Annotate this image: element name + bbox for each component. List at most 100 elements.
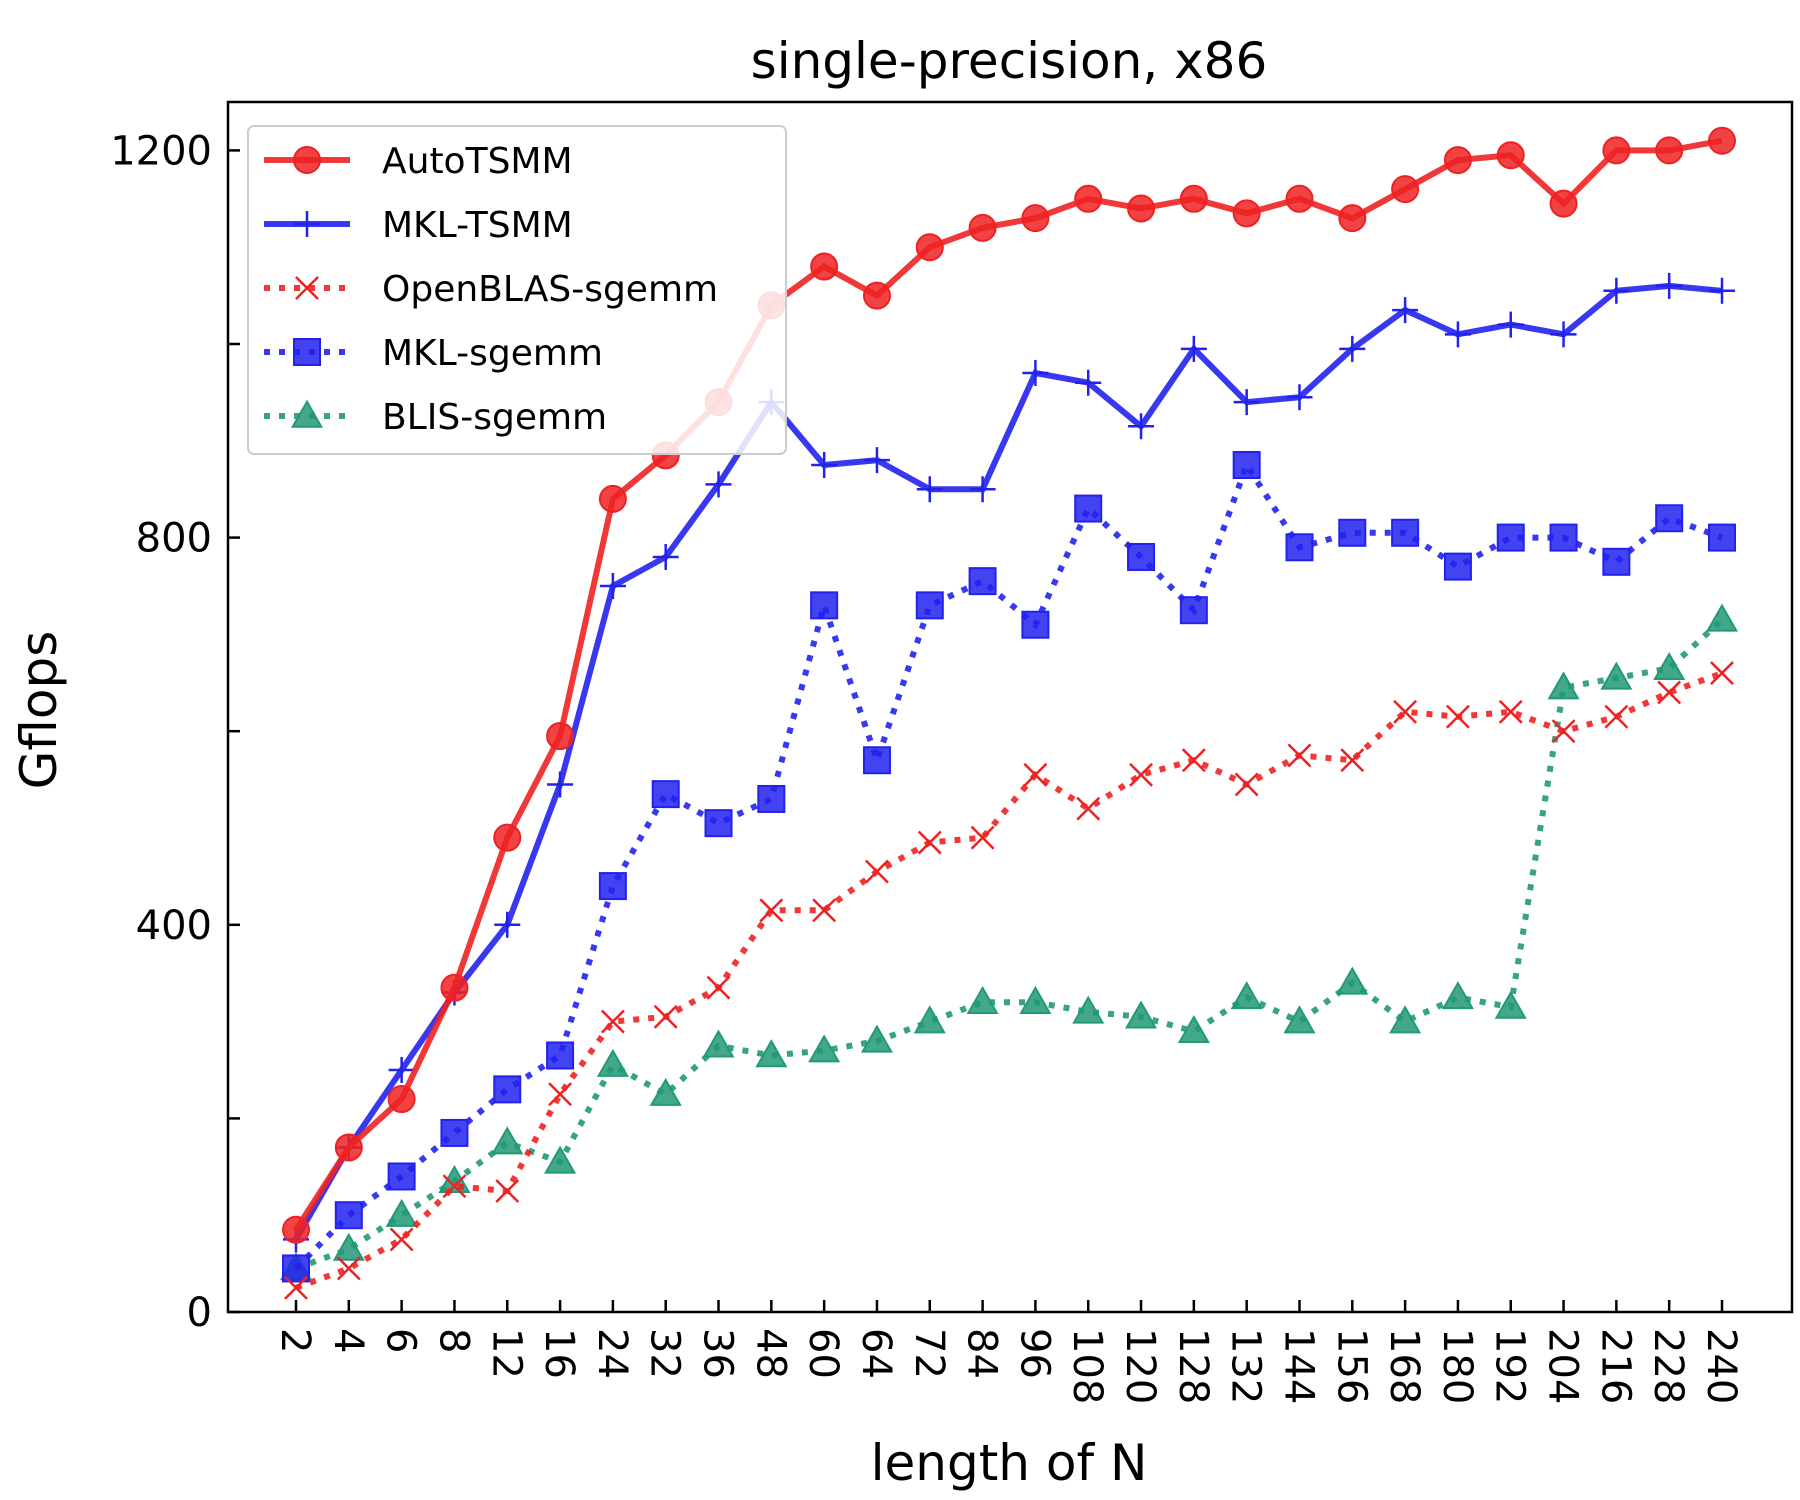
series-point [1340,748,1365,773]
series-point [651,780,680,809]
x-tick-label: 4 [325,1328,371,1353]
series-point [970,825,995,850]
series-point [1230,981,1263,1010]
series-point [917,830,942,855]
x-tick-label: 216 [1592,1328,1638,1404]
x-tick-label: 228 [1645,1328,1691,1404]
x-tick-label: 2 [272,1328,318,1353]
series-point [862,746,891,775]
x-axis-label: length of N [871,1434,1148,1492]
y-tick-label: 0 [187,1290,212,1336]
series-point [966,985,999,1014]
series-point [385,1198,418,1227]
x-tick-label: 32 [642,1328,688,1379]
series-point [334,1201,363,1230]
series-point [1285,533,1314,562]
x-tick-label: 6 [378,1328,424,1353]
series-point [494,911,521,938]
x-tick-label: 64 [853,1328,899,1379]
series-point [1653,651,1686,681]
series-point [282,1254,310,1283]
series-point [495,1179,520,1203]
series-point [493,1075,522,1104]
x-tick-label: 8 [430,1328,476,1353]
legend-item: MKL-TSMM [264,205,573,246]
x-tick-label: 84 [959,1328,1005,1379]
series-point [810,591,839,620]
x-tick-label: 72 [906,1328,952,1379]
series-point [1496,141,1525,170]
chart-title: single-precision, x86 [751,32,1268,90]
series-point [1074,494,1103,523]
series-line [293,137,1723,1232]
x-tick-label: 180 [1434,1328,1480,1404]
series-point [865,859,889,884]
series-openblas-sgemm [284,661,1734,1300]
series-point [1336,966,1369,995]
series-point [915,233,944,262]
y-tick-label: 1200 [110,128,212,174]
series-point [1547,671,1580,700]
x-tick-label: 204 [1540,1328,1586,1404]
series-point [1338,204,1367,233]
series-point [863,447,890,474]
series-mkl-tsmm [283,272,1735,1253]
x-tick-label: 144 [1275,1328,1321,1404]
series-point [1656,272,1683,299]
series-point [1443,552,1472,581]
legend-box [247,125,787,455]
series-point [1021,610,1050,639]
series-point [705,471,732,498]
series-point [1497,311,1524,338]
series-point [546,722,575,751]
x-tick-label: 240 [1698,1328,1744,1404]
series-point [1021,204,1050,233]
series-point [1233,389,1260,416]
series-point [969,476,996,503]
x-tick-label: 108 [1064,1328,1110,1404]
series-point [968,213,997,242]
series-point [599,573,626,599]
legend: AutoTSMM MKL-TSMM OpenBLAS-sgemm MKL-sgemm B… [247,125,787,455]
series-point [1022,360,1049,387]
series-point [1708,126,1736,155]
series-point [1604,704,1629,729]
series-point [1498,699,1523,724]
series-point [1392,297,1419,324]
series-point [1600,661,1633,690]
series-point [653,1004,678,1029]
series-point [294,211,320,237]
series-point [1441,981,1474,1010]
series-point [332,1232,365,1261]
x-tick-label: 128 [1170,1328,1216,1404]
series-point [1338,518,1367,547]
series-point [808,1034,841,1063]
legend-label: BLIS-sgemm [382,397,607,438]
series-point [1603,277,1630,304]
series-point [1232,199,1261,228]
series-point [1496,523,1525,552]
series-point [759,898,784,923]
series-point [598,872,627,901]
series-point [547,771,574,798]
series-point [1129,762,1153,787]
series-point [1181,748,1206,773]
legend-label: AutoTSMM [382,141,573,182]
series-point [1286,384,1313,411]
y-tick-label: 400 [136,903,212,949]
series-point [1445,704,1470,729]
series-line [294,617,1725,1272]
series-point [1393,699,1418,724]
series-point [1287,743,1312,768]
series-mkl-sgemm [282,451,1736,1283]
series-point [388,1057,415,1083]
series-point [336,1256,361,1281]
series-point [915,591,944,620]
series-point [334,1133,363,1162]
series-point [706,975,731,1000]
series-point [810,252,839,281]
legend-label: OpenBLAS-sgemm [382,269,718,310]
series-point [1180,335,1207,362]
series-point [1283,1005,1316,1034]
series-point [1389,1005,1422,1034]
